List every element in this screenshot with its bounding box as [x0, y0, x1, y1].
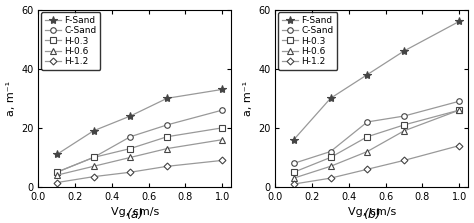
H-0.3 — [401, 124, 407, 126]
F-Sand — [291, 138, 297, 141]
Y-axis label: a, m⁻¹: a, m⁻¹ — [6, 81, 16, 116]
Legend: F-Sand, C-Sand, H-0.3, H-0.6, H-1.2: F-Sand, C-Sand, H-0.3, H-0.6, H-1.2 — [41, 12, 100, 70]
Line: H-0.3: H-0.3 — [54, 125, 225, 175]
Line: F-Sand: F-Sand — [290, 17, 464, 144]
C-Sand — [128, 135, 133, 138]
F-Sand — [219, 88, 225, 91]
Text: (a): (a) — [126, 208, 144, 221]
F-Sand — [401, 50, 407, 52]
Line: F-Sand: F-Sand — [53, 85, 227, 159]
C-Sand — [54, 171, 60, 173]
C-Sand — [401, 115, 407, 117]
C-Sand — [365, 121, 370, 123]
C-Sand — [291, 162, 297, 165]
Line: H-0.6: H-0.6 — [54, 137, 225, 178]
F-Sand — [365, 73, 370, 76]
H-0.3 — [164, 135, 170, 138]
Line: H-0.3: H-0.3 — [291, 107, 462, 175]
H-0.6 — [128, 156, 133, 159]
Line: C-Sand: C-Sand — [291, 99, 462, 166]
H-0.6 — [219, 138, 225, 141]
H-0.6 — [91, 165, 96, 168]
F-Sand — [328, 97, 333, 100]
H-0.6 — [456, 109, 462, 112]
Legend: F-Sand, C-Sand, H-0.3, H-0.6, H-1.2: F-Sand, C-Sand, H-0.3, H-0.6, H-1.2 — [278, 12, 337, 70]
C-Sand — [456, 100, 462, 103]
H-1.2 — [291, 183, 297, 185]
C-Sand — [219, 109, 225, 112]
H-1.2 — [128, 171, 133, 173]
H-0.3 — [328, 156, 333, 159]
H-0.6 — [164, 147, 170, 150]
H-0.3 — [456, 109, 462, 112]
C-Sand — [164, 124, 170, 126]
Line: C-Sand: C-Sand — [54, 107, 225, 175]
H-0.6 — [365, 150, 370, 153]
F-Sand — [91, 130, 96, 132]
Y-axis label: a, m⁻¹: a, m⁻¹ — [243, 81, 253, 116]
H-0.6 — [291, 177, 297, 180]
H-1.2 — [401, 159, 407, 162]
H-1.2 — [91, 175, 96, 178]
Line: H-0.6: H-0.6 — [291, 107, 462, 181]
H-0.3 — [54, 171, 60, 173]
H-1.2 — [164, 165, 170, 168]
C-Sand — [91, 156, 96, 159]
C-Sand — [328, 150, 333, 153]
H-1.2 — [456, 144, 462, 147]
H-1.2 — [54, 181, 60, 184]
H-0.6 — [328, 165, 333, 168]
X-axis label: Vg, cm/s: Vg, cm/s — [348, 207, 396, 217]
H-0.3 — [91, 156, 96, 159]
H-1.2 — [328, 177, 333, 180]
H-0.6 — [401, 130, 407, 132]
F-Sand — [128, 115, 133, 117]
H-0.3 — [128, 147, 133, 150]
Text: (b): (b) — [363, 208, 381, 221]
Line: H-1.2: H-1.2 — [292, 143, 462, 186]
F-Sand — [456, 20, 462, 23]
H-1.2 — [365, 168, 370, 171]
F-Sand — [164, 97, 170, 100]
F-Sand — [54, 153, 60, 156]
H-0.6 — [54, 174, 60, 177]
Line: H-1.2: H-1.2 — [55, 158, 225, 185]
H-0.3 — [219, 126, 225, 129]
H-1.2 — [219, 159, 225, 162]
H-0.3 — [365, 135, 370, 138]
H-0.3 — [291, 171, 297, 173]
X-axis label: Vg, cm/s: Vg, cm/s — [111, 207, 159, 217]
